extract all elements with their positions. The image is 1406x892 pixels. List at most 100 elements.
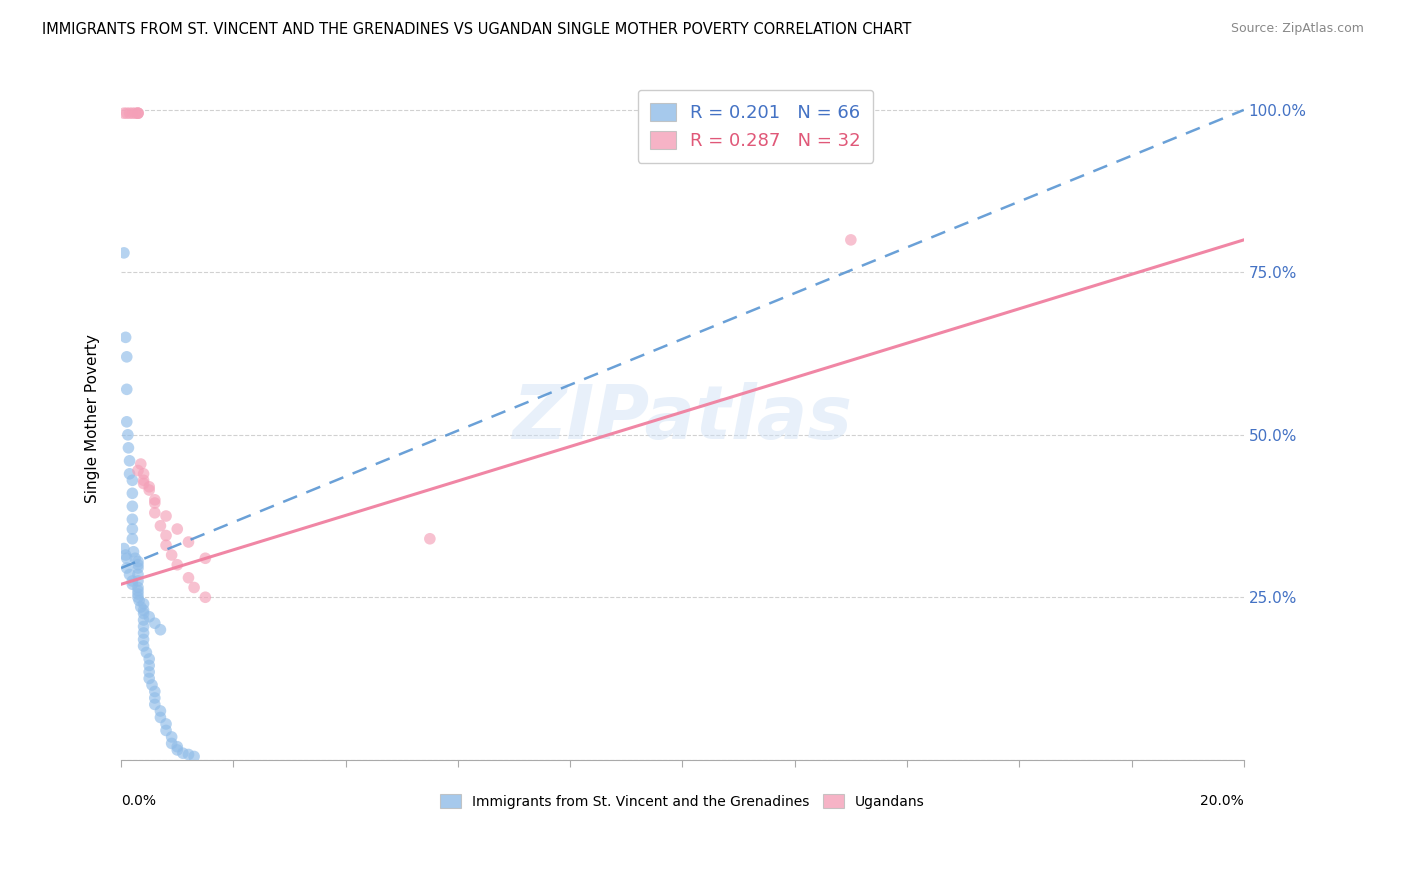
Point bbox=[194, 551, 217, 566]
Point bbox=[138, 652, 160, 666]
Point bbox=[132, 467, 155, 481]
Point bbox=[127, 587, 149, 601]
Point bbox=[419, 532, 441, 546]
Point bbox=[149, 518, 172, 533]
Point bbox=[155, 723, 177, 738]
Point bbox=[132, 597, 155, 611]
Point bbox=[132, 613, 155, 627]
Point bbox=[127, 106, 149, 120]
Point bbox=[132, 473, 155, 487]
Point bbox=[124, 551, 146, 566]
Point bbox=[127, 554, 149, 568]
Text: 0.0%: 0.0% bbox=[121, 794, 156, 808]
Point bbox=[121, 473, 143, 487]
Point bbox=[121, 486, 143, 500]
Point bbox=[118, 106, 141, 120]
Point bbox=[121, 577, 143, 591]
Point bbox=[143, 496, 166, 510]
Point bbox=[112, 106, 135, 120]
Point bbox=[160, 730, 183, 744]
Point bbox=[115, 350, 138, 364]
Point bbox=[127, 583, 149, 598]
Point bbox=[121, 512, 143, 526]
Point bbox=[194, 591, 217, 605]
Point bbox=[122, 545, 145, 559]
Text: IMMIGRANTS FROM ST. VINCENT AND THE GRENADINES VS UGANDAN SINGLE MOTHER POVERTY : IMMIGRANTS FROM ST. VINCENT AND THE GREN… bbox=[42, 22, 911, 37]
Point bbox=[143, 492, 166, 507]
Point bbox=[129, 457, 152, 471]
Text: ZIPatlas: ZIPatlas bbox=[512, 382, 852, 455]
Point bbox=[127, 567, 149, 582]
Point bbox=[127, 561, 149, 575]
Point bbox=[138, 672, 160, 686]
Point bbox=[124, 106, 146, 120]
Point bbox=[132, 626, 155, 640]
Point bbox=[138, 480, 160, 494]
Point bbox=[115, 561, 138, 575]
Point bbox=[118, 467, 141, 481]
Point bbox=[112, 541, 135, 556]
Point bbox=[177, 535, 200, 549]
Point bbox=[115, 551, 138, 566]
Point bbox=[155, 509, 177, 524]
Point bbox=[141, 678, 163, 692]
Point bbox=[149, 704, 172, 718]
Point bbox=[135, 645, 157, 659]
Point bbox=[138, 665, 160, 679]
Text: 20.0%: 20.0% bbox=[1201, 794, 1244, 808]
Point bbox=[183, 749, 205, 764]
Point bbox=[172, 746, 194, 760]
Point bbox=[115, 382, 138, 396]
Point bbox=[138, 658, 160, 673]
Point bbox=[121, 574, 143, 588]
Point bbox=[155, 538, 177, 552]
Point bbox=[132, 632, 155, 647]
Point bbox=[166, 743, 188, 757]
Y-axis label: Single Mother Poverty: Single Mother Poverty bbox=[86, 334, 100, 503]
Point bbox=[132, 607, 155, 621]
Point bbox=[114, 330, 136, 344]
Point bbox=[160, 736, 183, 750]
Point bbox=[138, 483, 160, 497]
Point bbox=[166, 558, 188, 572]
Point bbox=[127, 574, 149, 588]
Point bbox=[118, 454, 141, 468]
Point bbox=[149, 623, 172, 637]
Legend: Immigrants from St. Vincent and the Grenadines, Ugandans: Immigrants from St. Vincent and the Gren… bbox=[434, 789, 931, 814]
Point bbox=[839, 233, 862, 247]
Point bbox=[127, 106, 149, 120]
Point bbox=[132, 619, 155, 633]
Point bbox=[121, 106, 143, 120]
Point bbox=[128, 593, 150, 607]
Point bbox=[115, 106, 138, 120]
Point bbox=[121, 532, 143, 546]
Point bbox=[183, 581, 205, 595]
Point bbox=[143, 690, 166, 705]
Point bbox=[155, 528, 177, 542]
Point bbox=[121, 522, 143, 536]
Point bbox=[143, 698, 166, 712]
Point bbox=[117, 441, 139, 455]
Point bbox=[138, 609, 160, 624]
Text: Source: ZipAtlas.com: Source: ZipAtlas.com bbox=[1230, 22, 1364, 36]
Point bbox=[127, 581, 149, 595]
Point bbox=[155, 717, 177, 731]
Point bbox=[127, 464, 149, 478]
Point bbox=[166, 522, 188, 536]
Point bbox=[177, 571, 200, 585]
Point bbox=[143, 684, 166, 698]
Point bbox=[121, 500, 143, 514]
Point bbox=[115, 415, 138, 429]
Point bbox=[132, 603, 155, 617]
Point bbox=[129, 599, 152, 614]
Point bbox=[160, 548, 183, 562]
Point bbox=[143, 616, 166, 631]
Point bbox=[118, 567, 141, 582]
Point bbox=[177, 747, 200, 762]
Point bbox=[127, 591, 149, 605]
Point bbox=[143, 506, 166, 520]
Point bbox=[127, 558, 149, 572]
Point bbox=[112, 245, 135, 260]
Point bbox=[114, 548, 136, 562]
Point bbox=[132, 476, 155, 491]
